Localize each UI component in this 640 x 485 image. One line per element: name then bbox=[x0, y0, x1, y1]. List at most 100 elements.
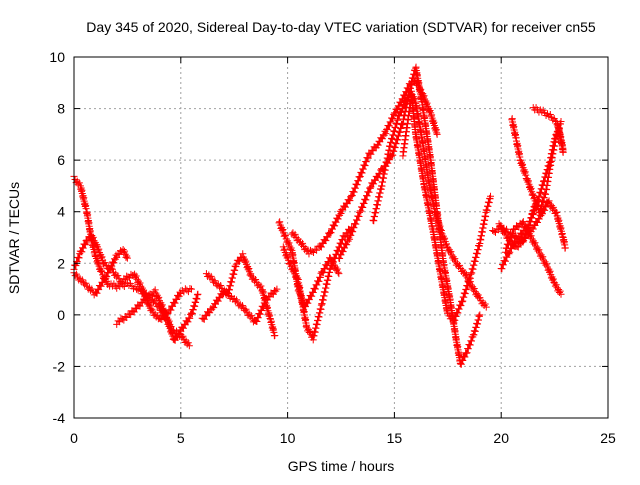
data-point-marker bbox=[398, 108, 406, 116]
data-point-marker bbox=[370, 180, 378, 188]
data-point-marker bbox=[552, 281, 560, 289]
data-point-marker bbox=[281, 232, 289, 240]
data-point-marker bbox=[451, 316, 459, 324]
data-point-marker bbox=[309, 289, 317, 297]
data-point-marker bbox=[214, 297, 222, 305]
data-point-marker bbox=[210, 304, 218, 312]
data-point-marker bbox=[360, 200, 368, 208]
data-point-marker bbox=[121, 247, 129, 255]
data-point-marker bbox=[305, 329, 313, 337]
x-tick-label: 10 bbox=[280, 430, 296, 446]
data-point-marker bbox=[441, 234, 449, 242]
x-tick-label: 0 bbox=[70, 430, 78, 446]
data-point-marker bbox=[455, 305, 463, 313]
data-point-marker bbox=[524, 223, 532, 231]
y-tick-label: 8 bbox=[57, 101, 65, 117]
data-point-marker bbox=[194, 290, 202, 298]
data-point-marker bbox=[523, 227, 531, 235]
data-point-marker bbox=[337, 210, 345, 218]
data-point-marker bbox=[543, 260, 551, 268]
data-point-marker bbox=[106, 266, 114, 274]
data-point-marker bbox=[349, 228, 357, 236]
data-point-marker bbox=[239, 302, 247, 310]
data-point-marker bbox=[559, 148, 567, 156]
data-point-marker bbox=[387, 118, 395, 126]
data-point-marker bbox=[466, 341, 474, 349]
data-point-marker bbox=[95, 259, 103, 267]
data-point-marker bbox=[276, 218, 284, 226]
data-point-marker bbox=[549, 203, 557, 211]
data-point-marker bbox=[132, 272, 140, 280]
data-point-marker bbox=[333, 265, 341, 273]
data-point-marker bbox=[362, 158, 370, 166]
data-point-marker bbox=[158, 301, 166, 309]
data-point-marker bbox=[548, 202, 556, 210]
data-point-marker bbox=[382, 130, 390, 138]
data-point-marker bbox=[120, 249, 128, 257]
data-point-marker bbox=[390, 110, 398, 118]
data-point-marker bbox=[561, 244, 569, 252]
data-point-marker bbox=[366, 184, 374, 192]
data-point-marker bbox=[341, 203, 349, 211]
data-point-marker bbox=[119, 245, 127, 253]
data-point-marker bbox=[452, 312, 460, 320]
data-point-marker bbox=[328, 262, 336, 270]
data-point-marker bbox=[247, 312, 255, 320]
data-point-marker bbox=[557, 290, 565, 298]
data-point-marker bbox=[433, 130, 441, 138]
data-point-marker bbox=[378, 135, 386, 143]
data-point-marker bbox=[207, 272, 215, 280]
data-point-marker bbox=[75, 179, 83, 187]
data-point-marker bbox=[326, 265, 334, 273]
data-point-marker bbox=[167, 306, 175, 314]
data-point-marker bbox=[423, 99, 431, 107]
data-point-marker bbox=[179, 324, 187, 332]
data-point-marker bbox=[535, 246, 543, 254]
data-point-marker bbox=[75, 254, 83, 262]
series-track-16 bbox=[489, 200, 539, 247]
data-point-marker bbox=[311, 285, 319, 293]
data-point-marker bbox=[529, 225, 537, 233]
data-point-marker bbox=[167, 322, 175, 330]
data-point-marker bbox=[553, 284, 561, 292]
data-point-marker bbox=[291, 230, 299, 238]
data-point-marker bbox=[78, 276, 86, 284]
data-point-marker bbox=[539, 253, 547, 261]
data-point-marker bbox=[365, 188, 373, 196]
data-point-marker bbox=[476, 294, 484, 302]
data-point-marker bbox=[496, 222, 504, 230]
data-point-marker bbox=[356, 173, 364, 181]
data-point-marker bbox=[451, 255, 459, 263]
data-point-marker bbox=[350, 224, 358, 232]
data-point-marker bbox=[471, 288, 479, 296]
data-point-marker bbox=[522, 231, 530, 239]
data-point-marker bbox=[348, 192, 356, 200]
data-point-marker bbox=[177, 289, 185, 297]
data-point-marker bbox=[463, 349, 471, 357]
data-point-marker bbox=[353, 181, 361, 189]
data-point-marker bbox=[457, 360, 465, 368]
data-point-marker bbox=[256, 310, 264, 318]
data-point-marker bbox=[383, 126, 391, 134]
data-point-marker bbox=[286, 259, 294, 267]
data-point-marker bbox=[140, 286, 148, 294]
data-point-marker bbox=[260, 303, 268, 311]
data-point-marker bbox=[464, 345, 472, 353]
data-point-marker bbox=[239, 250, 247, 258]
x-tick-label: 15 bbox=[387, 430, 403, 446]
data-point-marker bbox=[524, 177, 532, 185]
data-point-marker bbox=[81, 241, 89, 249]
data-point-marker bbox=[319, 269, 327, 277]
data-point-marker bbox=[185, 314, 193, 322]
data-point-marker bbox=[354, 177, 362, 185]
series-track-4 bbox=[113, 286, 193, 350]
data-point-marker bbox=[325, 230, 333, 238]
data-point-marker bbox=[437, 227, 445, 235]
data-point-marker bbox=[362, 196, 370, 204]
data-point-marker bbox=[151, 286, 159, 294]
data-point-marker bbox=[88, 285, 96, 293]
data-point-marker bbox=[469, 286, 477, 294]
data-point-marker bbox=[315, 277, 323, 285]
series-track-18 bbox=[529, 104, 567, 156]
data-point-marker bbox=[519, 238, 527, 246]
